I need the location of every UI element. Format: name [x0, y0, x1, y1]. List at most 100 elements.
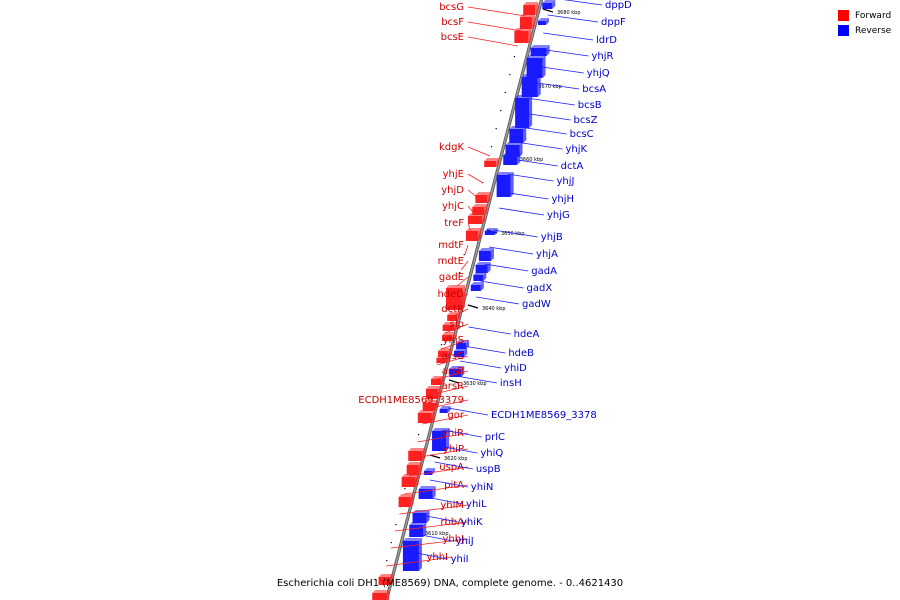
- forward-gene-label: gadE: [439, 272, 464, 283]
- label-leader-line: [498, 207, 545, 216]
- forward-gene-label: yhjE: [443, 169, 464, 180]
- forward-gene-label: mdtE: [438, 256, 464, 267]
- tick-label: 3630 kbp: [463, 381, 487, 387]
- reverse-gene-label: dctA: [561, 161, 584, 172]
- legend-forward: Forward: [838, 8, 891, 23]
- legend: Forward Reverse: [838, 8, 891, 38]
- label-leader-line: [404, 484, 469, 495]
- minor-tick: [463, 254, 465, 256]
- reverse-gene-label: yhjH: [551, 194, 574, 205]
- forward-gene-block: [398, 494, 414, 507]
- label-leader-line: [456, 375, 497, 384]
- forward-gene-label: uspA: [439, 462, 464, 473]
- forward-gene-label: kdgK: [439, 142, 464, 153]
- reverse-gene-label: uspB: [476, 464, 501, 475]
- label-leader-line: [464, 244, 469, 255]
- reverse-gene-block: [542, 0, 556, 9]
- label-leader-line: [438, 445, 478, 454]
- label-leader-line: [399, 504, 469, 515]
- reverse-gene-label: yhiQ: [480, 448, 503, 459]
- label-leader-line: [417, 432, 469, 443]
- reverse-gene-label: prlC: [485, 432, 505, 443]
- forward-gene-block: [408, 448, 426, 461]
- label-leader-line: [467, 21, 522, 32]
- minor-tick: [386, 560, 388, 562]
- legend-reverse-label: Reverse: [855, 25, 892, 36]
- label-leader-line: [452, 293, 469, 304]
- reverse-gene-block: [537, 18, 549, 25]
- reverse-gene-block: [418, 486, 436, 499]
- label-leader-line: [511, 158, 558, 167]
- label-leader-line: [467, 173, 484, 184]
- reverse-gene-label: hdeA: [514, 329, 540, 340]
- reverse-gene-block: [454, 348, 468, 357]
- label-leader-line: [390, 538, 469, 549]
- forward-gene-label: slp: [450, 319, 464, 330]
- label-leader-line: [413, 448, 469, 459]
- forward-gene-label: yhiP: [443, 444, 464, 455]
- forward-gene-label: yhhJ: [442, 534, 464, 545]
- tick-label: 3680 kbp: [557, 10, 581, 16]
- label-leader-line: [476, 296, 520, 305]
- reverse-gene-label: bcsB: [578, 100, 602, 111]
- forward-gene-label: yhiR: [442, 428, 464, 439]
- reverse-swatch: [838, 25, 849, 36]
- label-leader-line: [448, 407, 489, 416]
- label-leader-line: [422, 414, 469, 425]
- tick-mark: [542, 8, 554, 13]
- tick-mark: [429, 454, 441, 459]
- label-leader-line: [429, 479, 468, 488]
- forward-gene-label: treF: [444, 218, 464, 229]
- reverse-gene-label: bcsC: [570, 129, 594, 140]
- minor-tick: [504, 92, 506, 94]
- forward-gene-label: bcsF: [441, 17, 464, 28]
- reverse-gene-label: yhiL: [466, 499, 487, 510]
- label-leader-line: [411, 551, 448, 560]
- label-leader-line: [563, 0, 603, 6]
- reverse-gene-label: insH: [500, 378, 522, 389]
- reverse-gene-label: gadW: [522, 299, 551, 310]
- label-leader-line: [425, 399, 469, 410]
- label-leader-line: [522, 112, 571, 121]
- reverse-gene-label: yhiD: [504, 363, 527, 374]
- reverse-gene-block: [402, 538, 422, 571]
- label-leader-line: [502, 191, 549, 200]
- label-leader-line: [394, 521, 469, 532]
- reverse-gene-label: yhiJ: [456, 536, 474, 547]
- forward-gene-block: [523, 2, 539, 15]
- forward-gene-label: ECDH1ME8569_3379: [358, 395, 464, 406]
- reverse-gene-block: [509, 126, 527, 143]
- label-leader-line: [547, 14, 599, 23]
- label-leader-line: [488, 246, 534, 255]
- tick-label: 3620 kbp: [444, 456, 468, 462]
- label-leader-line: [515, 141, 563, 150]
- forward-gene-label: mdtF: [438, 240, 464, 251]
- reverse-gene-block: [526, 55, 546, 78]
- forward-gene-block: [472, 204, 488, 215]
- label-leader-line: [420, 514, 459, 523]
- label-leader-line: [442, 429, 482, 438]
- minor-tick: [390, 542, 392, 544]
- reverse-gene-label: yhjQ: [587, 68, 610, 79]
- forward-gene-block: [372, 590, 390, 600]
- reverse-gene-block: [484, 228, 498, 235]
- label-leader-line: [467, 6, 526, 17]
- reverse-gene-block: [449, 366, 465, 377]
- forward-gene-block: [406, 462, 422, 475]
- forward-gene-block: [465, 228, 481, 241]
- label-leader-line: [493, 229, 538, 238]
- label-leader-line: [460, 260, 469, 271]
- reverse-gene-label: yhiN: [471, 482, 494, 493]
- label-leader-line: [507, 173, 554, 182]
- label-leader-line: [440, 339, 469, 350]
- reverse-gene-block: [423, 468, 435, 475]
- forward-swatch: [838, 10, 849, 21]
- reverse-gene-label: yhjA: [536, 249, 558, 260]
- tick-label: 3650 kbp: [501, 231, 525, 237]
- tick-label: 3660 kbp: [520, 157, 544, 163]
- label-leader-line: [467, 189, 480, 200]
- forward-gene-block: [417, 410, 435, 423]
- legend-reverse: Reverse: [838, 23, 891, 38]
- reverse-gene-label: gadA: [531, 266, 557, 277]
- forward-gene-label: bcsG: [439, 2, 464, 13]
